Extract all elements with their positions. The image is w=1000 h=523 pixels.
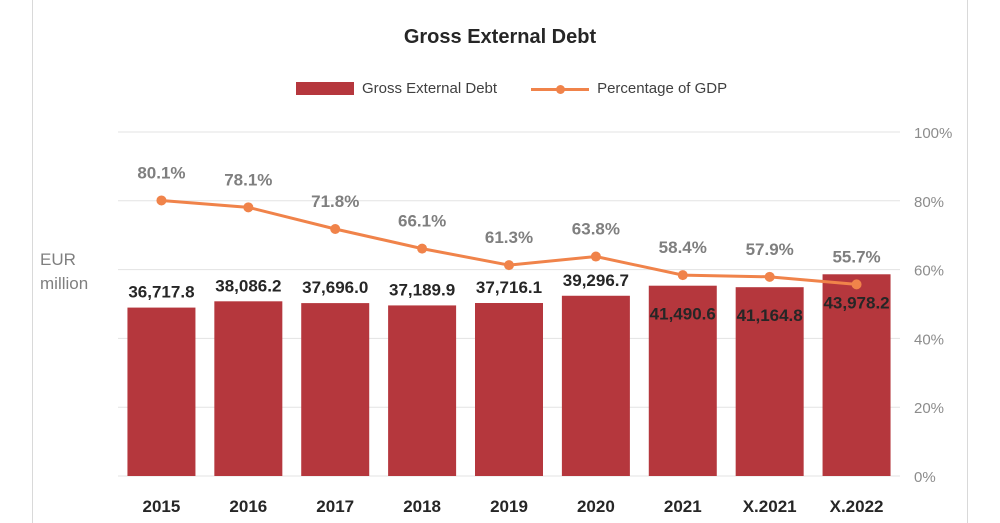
bar (561, 295, 630, 476)
line-point (417, 243, 428, 254)
chart-title: Gross External Debt (403, 26, 597, 48)
pct-data-label: 66.1% (398, 212, 446, 231)
pct-data-label: 57.9% (746, 240, 794, 259)
y-unit-label: EUR million (40, 250, 89, 293)
pct-data-label: 55.7% (832, 247, 880, 266)
line-point (156, 195, 167, 206)
line-point (851, 279, 862, 290)
bar (388, 305, 457, 476)
pct-data-label: 61.3% (485, 228, 533, 247)
y-tick-label: 60% (914, 263, 944, 280)
bar-data-label: 39,296.7 (563, 271, 629, 290)
legend-swatch-line (531, 82, 590, 95)
bar (475, 303, 543, 476)
legend-swatch-bar (296, 82, 354, 95)
pct-data-label: 71.8% (311, 192, 359, 211)
y-tick-label: 0% (914, 469, 936, 486)
bar (648, 285, 717, 476)
x-tick-label: 2016 (229, 497, 267, 516)
chart-frame (32, 0, 968, 523)
x-tick-label: 2018 (403, 497, 441, 516)
bar-data-label: 37,696.0 (302, 278, 368, 297)
line-point (330, 224, 341, 235)
line-point (677, 270, 688, 281)
line-point (504, 260, 514, 271)
bar-data-label: 41,164.8 (737, 306, 803, 325)
y-tick-label: 100% (914, 125, 952, 142)
bar-data-label: 43,978.2 (823, 293, 889, 312)
x-tick-label: 2015 (143, 497, 181, 516)
x-tick-label: 2017 (316, 497, 354, 516)
line-point (764, 271, 775, 282)
chart-legend: Gross External Debt Percentage of GDP (296, 80, 761, 97)
bar (735, 287, 804, 476)
bar-data-label: 36,717.8 (128, 283, 194, 302)
bar (214, 301, 283, 476)
pct-data-label: 78.1% (224, 170, 272, 189)
bar-data-label: 38,086.2 (215, 276, 281, 295)
pct-data-label: 63.8% (572, 220, 620, 239)
x-tick-label: X.2021 (743, 497, 797, 516)
line-point (590, 251, 601, 262)
pct-data-label: 58.4% (659, 238, 707, 257)
bar (822, 274, 891, 476)
line-point (243, 202, 254, 213)
bar-data-label: 41,490.6 (650, 305, 716, 324)
legend-label-debt: Gross External Debt (362, 80, 498, 97)
bar-data-label: 37,189.9 (389, 280, 455, 299)
bar-data-label: 37,716.1 (476, 278, 542, 297)
y-tick-label: 20% (914, 400, 944, 417)
legend-label-gdp: Percentage of GDP (597, 80, 728, 97)
bar (301, 303, 370, 476)
legend-item-gdp: Percentage of GDP (531, 80, 727, 97)
x-tick-label: 2021 (664, 497, 702, 516)
x-tick-label: 2020 (577, 497, 615, 516)
y-tick-label: 40% (914, 331, 944, 348)
bar (127, 307, 196, 476)
y-tick-label: 80% (914, 194, 944, 211)
pct-data-label: 80.1% (137, 163, 185, 182)
x-tick-label: 2019 (490, 497, 528, 516)
x-tick-label: X.2022 (830, 497, 884, 516)
legend-item-debt: Gross External Debt (296, 80, 497, 97)
